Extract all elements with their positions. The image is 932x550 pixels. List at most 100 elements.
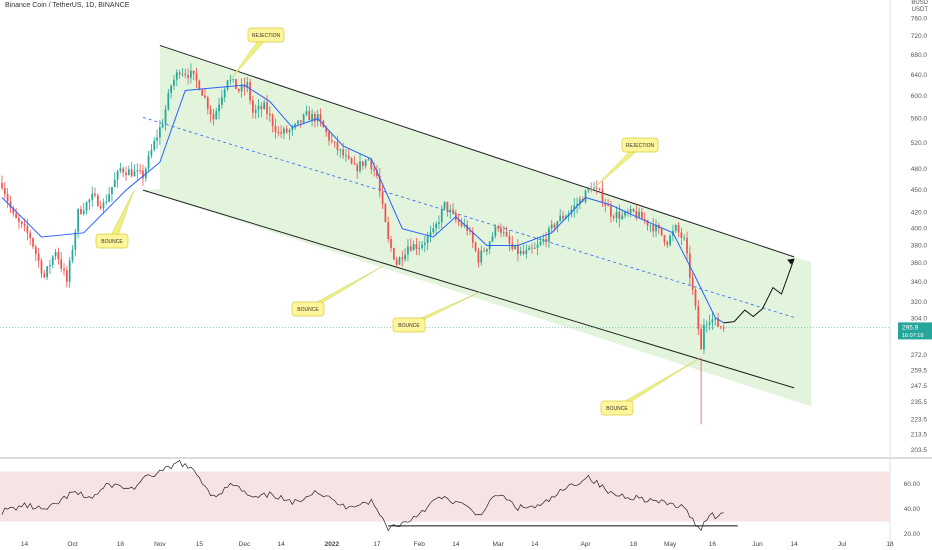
candle (240, 78, 243, 98)
candle (401, 250, 404, 267)
candle (271, 113, 274, 133)
candle (505, 226, 508, 238)
time-tick-label: 15 (196, 541, 204, 548)
candle (517, 239, 519, 262)
candle (71, 244, 74, 264)
candle (691, 272, 694, 295)
candle (260, 102, 263, 117)
last-price-tag (898, 322, 932, 340)
candle (423, 235, 426, 252)
candle (136, 163, 139, 180)
price-tick-label: 400.0 (911, 226, 928, 233)
candle (674, 223, 677, 234)
time-tick-label: Dec (239, 541, 251, 548)
candle (629, 205, 632, 218)
candle (9, 195, 12, 214)
candle (336, 135, 339, 156)
candle (161, 119, 164, 129)
candle (218, 98, 220, 120)
candle (660, 228, 663, 237)
candle (285, 125, 288, 134)
candle (54, 248, 57, 260)
candle (587, 186, 590, 193)
candle (548, 225, 550, 248)
price-tick-label: 259.5 (911, 367, 928, 374)
time-tick-label: 14 (531, 541, 539, 548)
callout-box (95, 233, 129, 249)
candle (474, 241, 477, 253)
price-tick-label: 760.0 (911, 16, 928, 23)
candle (328, 130, 330, 146)
price-tick-label: 213.5 (911, 431, 928, 438)
rsi-line (1, 459, 724, 532)
candle (257, 99, 260, 118)
price-tick-label: 640.0 (911, 72, 928, 79)
candle (6, 188, 9, 208)
candle (297, 120, 299, 125)
candle (708, 314, 711, 331)
candle (49, 259, 51, 274)
time-tick-label: 14 (277, 541, 285, 548)
candle (415, 237, 418, 255)
candle (181, 68, 184, 77)
time-tick-label: May (664, 541, 677, 548)
candle (173, 75, 175, 90)
chart-title: Binance Coin / TetherUS, 1D, BINANCE (5, 2, 130, 9)
candle (525, 244, 528, 259)
candle (3, 181, 6, 199)
candle (254, 104, 257, 119)
time-tick-label: Jun (752, 541, 763, 548)
candle (249, 78, 251, 105)
candle (347, 148, 350, 160)
candle (268, 106, 271, 122)
candle (82, 202, 85, 216)
candle (305, 105, 308, 117)
price-tick-label: 340.0 (911, 279, 928, 286)
candle (463, 218, 466, 229)
callout-bounce: BOUNCE (95, 189, 135, 249)
candle (635, 204, 638, 221)
candle (190, 63, 192, 84)
candle (277, 126, 280, 137)
price-tick-label: 380.0 (911, 242, 928, 249)
candle (333, 141, 336, 148)
price-tick-label: 360.0 (911, 260, 928, 267)
candle (443, 201, 446, 211)
candle (550, 219, 553, 234)
candle (649, 224, 652, 233)
candle (652, 217, 655, 238)
candle (595, 180, 598, 195)
candle (319, 108, 322, 127)
callout-label: BOUNCE (398, 323, 420, 329)
candle (356, 162, 359, 179)
candle (91, 186, 94, 207)
candle (34, 244, 37, 262)
projection-path (723, 258, 795, 324)
candle (440, 205, 443, 229)
candle (40, 258, 43, 279)
candle (421, 241, 423, 251)
candle (353, 155, 356, 166)
candle (663, 234, 666, 247)
candle (511, 235, 514, 252)
rsi-tick-label: 60.00 (904, 481, 921, 488)
candle (204, 88, 206, 100)
candle (579, 195, 581, 210)
time-tick-label: Feb (414, 541, 426, 548)
callout-box (392, 317, 426, 333)
rsi-panel (0, 459, 890, 532)
candle (486, 248, 488, 256)
candle (105, 194, 108, 205)
descending-channel (0, 44, 890, 407)
candle (147, 151, 150, 172)
candle (497, 224, 500, 232)
callout-bounce: BOUNCE (291, 265, 384, 317)
candle (460, 218, 463, 228)
candle (133, 164, 136, 177)
candle (392, 247, 395, 261)
candle (122, 166, 125, 178)
time-tick-label: 16 (709, 541, 717, 548)
candle (584, 189, 587, 204)
price-tick-label: 203.5 (911, 447, 928, 454)
